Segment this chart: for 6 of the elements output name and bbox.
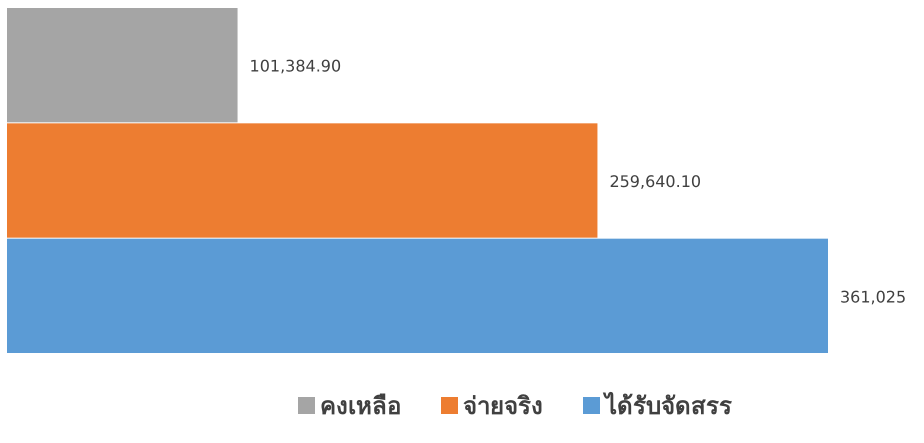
legend-label: คงเหลือ bbox=[320, 392, 401, 420]
data-label: 361,025 bbox=[840, 287, 906, 306]
data-label: 259,640.10 bbox=[609, 172, 702, 191]
data-label: 101,384.90 bbox=[250, 56, 342, 76]
legend-label: จ่ายจริง bbox=[463, 392, 543, 420]
legend-label: ได้รับจัดสรร bbox=[602, 391, 732, 420]
